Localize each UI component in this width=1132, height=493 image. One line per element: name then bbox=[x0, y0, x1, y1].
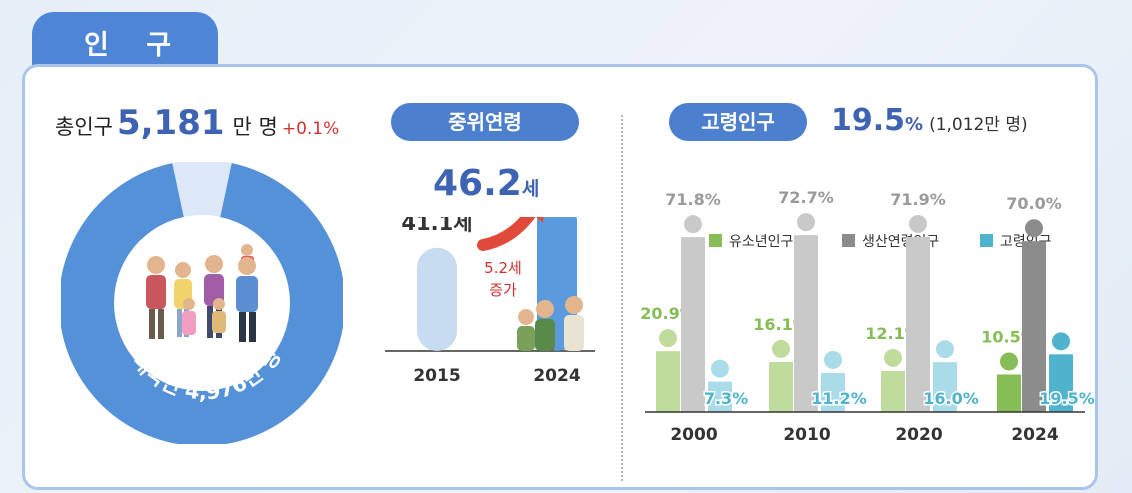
elderly-sub: (1,012만 명) bbox=[929, 115, 1028, 135]
bar-2010-2 bbox=[821, 372, 845, 412]
median-age-pill[interactable]: 중위연령 bbox=[391, 103, 579, 141]
median-bar-label-2015: 41.1세 bbox=[401, 217, 472, 235]
bar-2000-1 bbox=[681, 237, 705, 412]
elderly-couple-illustration bbox=[517, 296, 584, 351]
bar-label-2020-1: 71.9% bbox=[890, 190, 946, 209]
median-age-number: 46.2 bbox=[433, 163, 522, 204]
category-2010: 2010 bbox=[783, 425, 830, 445]
median-bar-2015 bbox=[417, 247, 457, 351]
total-unit: 만 명 bbox=[232, 115, 278, 139]
bar-label-2024-2: 19.5% bbox=[1039, 389, 1095, 408]
bar-head-2020-1 bbox=[909, 214, 927, 233]
median-increase-amount: 5.2세 bbox=[484, 259, 522, 277]
bar-label-2010-2: 11.2% bbox=[811, 389, 867, 408]
increase-arrow bbox=[477, 217, 536, 251]
donut-main-arc bbox=[61, 163, 343, 444]
section-divider bbox=[621, 115, 623, 481]
median-age-value: 46.2세 bbox=[433, 163, 539, 204]
bar-label-2000-1: 71.8% bbox=[665, 190, 721, 209]
elderly-value: 19.5% (1,012만 명) bbox=[831, 103, 1028, 138]
bar-2010-1 bbox=[794, 235, 818, 412]
bar-head-2020-0 bbox=[884, 348, 902, 367]
bar-2024-2 bbox=[1049, 354, 1073, 412]
bar-2000-2 bbox=[708, 381, 732, 412]
bar-head-2010-2 bbox=[824, 350, 842, 369]
bar-2024-0 bbox=[997, 374, 1021, 412]
total-value: 5,181 bbox=[116, 103, 225, 143]
total-change: +0.1% bbox=[281, 119, 340, 139]
bar-label-2020-2: 16.0% bbox=[923, 389, 979, 408]
bar-head-2000-0 bbox=[659, 329, 677, 348]
bar-head-2024-0 bbox=[1000, 352, 1018, 371]
category-2020: 2020 bbox=[895, 425, 942, 445]
legend-swatch-1 bbox=[842, 234, 855, 247]
legend-swatch-0 bbox=[709, 234, 722, 247]
median-increase-label: 증가 bbox=[489, 281, 517, 299]
total-population: 총인구 5,181 만 명 +0.1% bbox=[55, 103, 339, 143]
section-tab[interactable]: 인 구 bbox=[32, 12, 218, 70]
bar-head-2000-2 bbox=[711, 359, 729, 378]
bar-head-2010-1 bbox=[797, 213, 815, 232]
bar-2020-0 bbox=[881, 370, 905, 412]
category-2000: 2000 bbox=[670, 425, 717, 445]
bar-head-2024-1 bbox=[1025, 219, 1043, 238]
bar-2024-1 bbox=[1022, 241, 1046, 412]
elderly-number: 19.5 bbox=[831, 103, 906, 138]
total-label: 총인구 bbox=[55, 115, 113, 139]
bar-label-2024-1: 70.0% bbox=[1006, 194, 1062, 213]
category-2024: 2024 bbox=[1011, 425, 1058, 445]
increase-arrow-head bbox=[536, 217, 544, 223]
elderly-pill[interactable]: 고령인구 bbox=[669, 103, 807, 141]
bar-label-2010-1: 72.7% bbox=[778, 188, 834, 207]
bar-2010-0 bbox=[769, 361, 793, 412]
median-age-unit: 세 bbox=[521, 178, 540, 200]
family-illustration bbox=[114, 215, 290, 391]
bar-2000-0 bbox=[656, 351, 680, 412]
elderly-unit: % bbox=[905, 114, 924, 135]
bar-head-2010-0 bbox=[772, 339, 790, 358]
legend-label-0: 유소년인구 bbox=[729, 234, 794, 250]
legend-swatch-2 bbox=[980, 234, 993, 247]
bar-label-2000-2: 7.3% bbox=[704, 389, 748, 408]
age-structure-chart: 유소년인구생산연령인구고령인구20.9%71.8%7.3%200016.1%72… bbox=[640, 188, 1095, 445]
bar-head-2000-1 bbox=[684, 215, 702, 234]
bar-2020-2 bbox=[933, 362, 957, 412]
median-category-2015: 2015 bbox=[413, 366, 460, 386]
population-donut: 내국인 4,976만 명 bbox=[61, 162, 343, 444]
bar-2020-1 bbox=[906, 236, 930, 412]
bar-head-2020-2 bbox=[936, 340, 954, 359]
bar-head-2024-2 bbox=[1052, 332, 1070, 351]
median-category-2024: 2024 bbox=[533, 366, 580, 386]
